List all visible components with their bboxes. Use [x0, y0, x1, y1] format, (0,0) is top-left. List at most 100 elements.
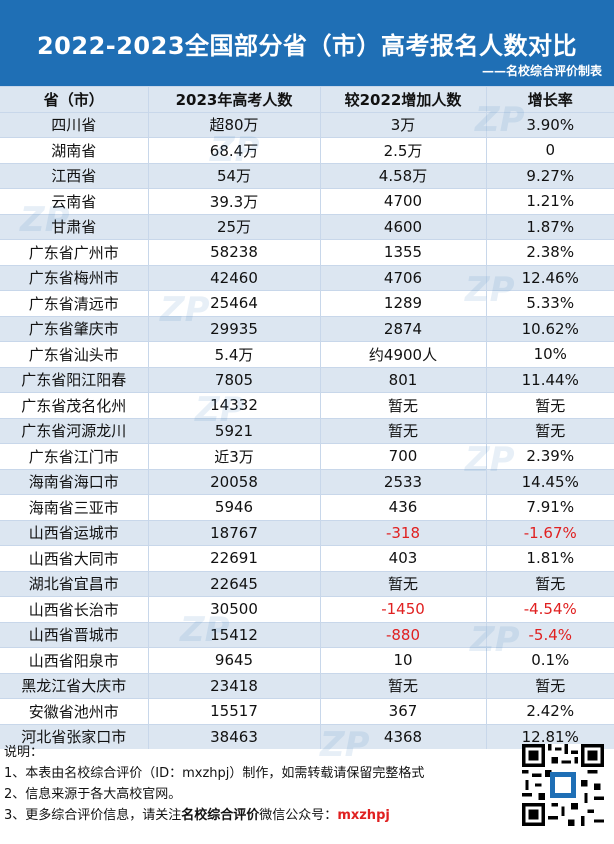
table-cell: 12.46%: [486, 264, 614, 291]
column-header: 增长率: [486, 86, 614, 112]
table-row: 山西省运城市 18767 -318 -1.67%: [0, 519, 614, 546]
table-cell: 801: [320, 366, 487, 393]
table-cell: 700: [320, 443, 487, 469]
table-cell: 5.4万: [148, 341, 321, 367]
table-cell: 436: [320, 494, 487, 520]
wechat-account: mxzhpj: [337, 808, 390, 823]
table-body: 四川省 超80万 3万 3.90% 湖南省 68.4万 2.5万 0 江西省 54万 4.58万 9.…: [0, 111, 614, 749]
table-cell: 暂无: [320, 392, 487, 418]
table-row: 山西省阳泉市 9645 10 0.1%: [0, 647, 614, 673]
table-cell: 黑龙江省大庆市: [0, 672, 149, 699]
table-cell: 0: [486, 137, 614, 163]
table-cell: 湖南省: [0, 137, 149, 163]
table-cell: 9.27%: [486, 162, 614, 189]
watermark-logo: ZP: [20, 200, 70, 240]
table-cell: 39.3万: [148, 188, 321, 214]
table-row: 广东省茂名化州 14332 暂无 暂无: [0, 392, 614, 418]
note-line-3: 3、更多综合评价信息，请关注名校综合评价微信公众号：mxzhpj: [4, 805, 514, 826]
table-cell: 暂无: [486, 672, 614, 699]
table-cell: -4.54%: [486, 596, 614, 622]
table-cell: 10%: [486, 341, 614, 367]
table-cell: 5.33%: [486, 290, 614, 316]
table-row: 安徽省池州市 15517 367 2.42%: [0, 698, 614, 724]
table-cell: 1.21%: [486, 188, 614, 214]
watermark-logo: ZP: [210, 130, 260, 170]
table-cell: 广东省肇庆市: [0, 315, 149, 342]
table-cell: 14.45%: [486, 468, 614, 495]
page-subtitle: ——名校综合评价制表: [481, 64, 602, 78]
table-cell: 暂无: [320, 417, 487, 444]
table-cell: 广东省阳江阳春: [0, 366, 149, 393]
table-cell: 1355: [320, 239, 487, 265]
table-cell: 约4900人: [320, 341, 487, 367]
table-cell: 7.91%: [486, 494, 614, 520]
table-cell: 58238: [148, 239, 321, 265]
table-cell: 1.87%: [486, 213, 614, 240]
table-cell: 河北省张家口市: [0, 723, 149, 749]
table-cell: 38463: [148, 723, 321, 749]
column-header: 2023年高考人数: [148, 86, 321, 112]
table-cell: 广东省江门市: [0, 443, 149, 469]
table-cell: 4700: [320, 188, 487, 214]
table-cell: 15517: [148, 698, 321, 724]
table-cell: 广东省河源龙川: [0, 417, 149, 444]
table-cell: 安徽省池州市: [0, 698, 149, 724]
table-cell: 山西省长治市: [0, 596, 149, 622]
watermark-logo: ZP: [465, 270, 515, 310]
table-row: 广东省肇庆市 29935 2874 10.62%: [0, 315, 614, 342]
table-row: 山西省晋城市 15412 -880 -5.4%: [0, 621, 614, 648]
table-cell: 403: [320, 545, 487, 571]
table-cell: -1450: [320, 596, 487, 622]
table-cell: 山西省晋城市: [0, 621, 149, 648]
table-row: 四川省 超80万 3万 3.90%: [0, 111, 614, 138]
table-cell: 山西省大同市: [0, 545, 149, 571]
table-cell: 3万: [320, 111, 487, 138]
table-row: 江西省 54万 4.58万 9.27%: [0, 162, 614, 189]
brand-name: 名校综合评价: [181, 808, 260, 823]
table-cell: 15412: [148, 621, 321, 648]
table-row: 广东省河源龙川 5921 暂无 暂无: [0, 417, 614, 444]
table-cell: 42460: [148, 264, 321, 291]
table-row: 黑龙江省大庆市 23418 暂无 暂无: [0, 672, 614, 699]
watermark-logo: ZP: [195, 390, 245, 430]
page-title: 2022-2023全国部分省（市）高考报名人数对比: [36, 32, 578, 60]
table-cell: 29935: [148, 315, 321, 342]
table-cell: 1289: [320, 290, 487, 316]
table-cell: 暂无: [486, 570, 614, 597]
table-cell: 23418: [148, 672, 321, 699]
table-cell: 11.44%: [486, 366, 614, 393]
note-line-3-mid: 微信公众号：: [259, 808, 338, 823]
table-cell: 2.5万: [320, 137, 487, 163]
table-cell: 2874: [320, 315, 487, 342]
table-row: 河北省张家口市 38463 4368 12.81%: [0, 723, 614, 749]
table-cell: 广东省梅州市: [0, 264, 149, 291]
table-header-row: 省（市） 2023年高考人数 较2022增加人数 增长率: [0, 86, 614, 112]
table-cell: 广东省广州市: [0, 239, 149, 265]
table-cell: 7805: [148, 366, 321, 393]
table-cell: 2.42%: [486, 698, 614, 724]
table-cell: 4600: [320, 213, 487, 240]
table-row: 海南省海口市 20058 2533 14.45%: [0, 468, 614, 495]
table-cell: 25464: [148, 290, 321, 316]
notes-section: 说明： 1、本表由名校综合评价（ID：mxzhpj）制作，如需转载请保留完整格式…: [4, 742, 514, 826]
table-cell: 近3万: [148, 443, 321, 469]
watermark-logo: ZP: [470, 620, 520, 660]
table-cell: 30500: [148, 596, 321, 622]
watermark-logo: ZP: [465, 440, 515, 480]
table-cell: 广东省清远市: [0, 290, 149, 316]
table-cell: 海南省海口市: [0, 468, 149, 495]
table-row: 湖北省宜昌市 22645 暂无 暂无: [0, 570, 614, 597]
table-cell: -1.67%: [486, 519, 614, 546]
qr-code-icon: [522, 744, 604, 826]
table-cell: 54万: [148, 162, 321, 189]
table-row: 广东省清远市 25464 1289 5.33%: [0, 290, 614, 316]
watermark-logo: ZP: [180, 610, 230, 650]
table-row: 广东省江门市 近3万 700 2.39%: [0, 443, 614, 469]
table-row: 甘肃省 25万 4600 1.87%: [0, 213, 614, 240]
note-line-2: 2、信息来源于各大高校官网。: [4, 787, 182, 802]
table-cell: 湖北省宜昌市: [0, 570, 149, 597]
table-cell: 4.58万: [320, 162, 487, 189]
table-row: 山西省长治市 30500 -1450 -4.54%: [0, 596, 614, 622]
table-cell: 广东省茂名化州: [0, 392, 149, 418]
table-cell: 暂无: [486, 417, 614, 444]
